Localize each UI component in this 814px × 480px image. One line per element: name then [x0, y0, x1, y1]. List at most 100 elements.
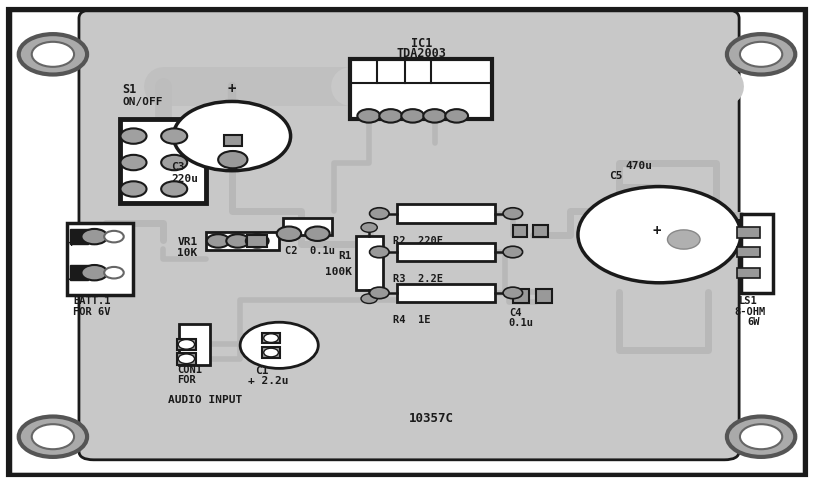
Text: 6W: 6W	[747, 317, 759, 326]
Circle shape	[161, 129, 187, 144]
Text: +: +	[653, 223, 661, 238]
Circle shape	[503, 288, 523, 299]
Bar	[262, 333, 280, 344]
Text: +: +	[228, 82, 236, 96]
Circle shape	[240, 323, 318, 369]
Circle shape	[178, 354, 195, 364]
Circle shape	[161, 156, 187, 171]
Bar	[262, 348, 280, 358]
Text: 10357C: 10357C	[409, 411, 454, 424]
Circle shape	[379, 110, 402, 123]
Circle shape	[226, 235, 249, 248]
Text: 100K: 100K	[325, 266, 352, 276]
Text: 8-OHM: 8-OHM	[734, 306, 765, 316]
Circle shape	[161, 182, 187, 197]
Bar	[737, 247, 760, 258]
Text: CON1: CON1	[177, 365, 203, 374]
Text: R2  220E: R2 220E	[393, 235, 443, 245]
Circle shape	[667, 230, 700, 250]
Text: R3  2.2E: R3 2.2E	[393, 274, 443, 284]
Bar	[70, 229, 88, 245]
Text: + 2.2u: + 2.2u	[248, 376, 289, 385]
Circle shape	[19, 417, 87, 457]
Bar	[397, 284, 495, 302]
Circle shape	[445, 110, 468, 123]
Text: BATT.1: BATT.1	[73, 295, 111, 305]
Text: 0.1u: 0.1u	[509, 318, 534, 327]
Text: +: +	[67, 238, 76, 248]
Circle shape	[104, 267, 124, 279]
Circle shape	[81, 229, 107, 245]
Bar	[397, 243, 495, 262]
Text: C3: C3	[171, 162, 185, 172]
Bar	[536, 289, 552, 303]
Circle shape	[740, 43, 782, 68]
Circle shape	[361, 294, 377, 304]
Text: FOR: FOR	[177, 374, 196, 384]
Text: C2  0.1u: C2 0.1u	[285, 246, 335, 256]
Bar	[513, 226, 527, 238]
Text: VR1: VR1	[177, 237, 198, 247]
Circle shape	[727, 35, 795, 75]
Circle shape	[370, 208, 389, 220]
Text: C1: C1	[255, 366, 269, 375]
Circle shape	[120, 182, 147, 197]
Circle shape	[727, 417, 795, 457]
Bar	[67, 223, 133, 295]
FancyBboxPatch shape	[79, 11, 739, 460]
Text: LS1: LS1	[739, 296, 758, 305]
Circle shape	[370, 288, 389, 299]
Circle shape	[218, 152, 247, 169]
Bar	[737, 228, 760, 238]
Bar	[177, 339, 196, 350]
Bar	[177, 353, 196, 365]
Circle shape	[357, 110, 380, 123]
Circle shape	[19, 35, 87, 75]
Text: IC1: IC1	[410, 36, 432, 50]
Text: AUDIO INPUT: AUDIO INPUT	[168, 395, 243, 404]
Bar	[283, 218, 332, 235]
Circle shape	[370, 247, 389, 258]
Text: C4: C4	[509, 307, 521, 317]
Circle shape	[104, 231, 124, 243]
Bar	[224, 136, 242, 146]
Circle shape	[277, 227, 301, 241]
Circle shape	[264, 334, 278, 343]
Bar	[70, 265, 88, 281]
Bar	[206, 232, 279, 251]
Bar	[356, 237, 383, 290]
Circle shape	[173, 102, 291, 171]
Text: TDA2003: TDA2003	[396, 47, 446, 60]
Circle shape	[32, 424, 74, 449]
Circle shape	[361, 223, 377, 233]
Circle shape	[264, 348, 278, 357]
Text: 10K: 10K	[177, 248, 198, 258]
Circle shape	[81, 265, 107, 281]
Circle shape	[32, 43, 74, 68]
Circle shape	[305, 227, 330, 241]
Circle shape	[503, 208, 523, 220]
Circle shape	[578, 187, 741, 283]
Bar	[533, 226, 548, 238]
Text: 220u: 220u	[171, 174, 198, 183]
Bar	[741, 215, 773, 294]
Text: FOR 6V: FOR 6V	[73, 306, 111, 316]
Text: R4  1E: R4 1E	[393, 314, 431, 324]
Circle shape	[178, 340, 195, 349]
Circle shape	[503, 247, 523, 258]
Text: 470u: 470u	[625, 161, 652, 170]
Bar	[737, 268, 760, 279]
Circle shape	[120, 156, 147, 171]
Circle shape	[423, 110, 446, 123]
Bar	[247, 236, 267, 247]
Circle shape	[401, 110, 424, 123]
Text: S1: S1	[122, 83, 137, 96]
Text: C5: C5	[609, 170, 623, 180]
Circle shape	[246, 235, 269, 248]
Bar	[120, 120, 206, 204]
Bar	[513, 289, 529, 303]
Text: ON/OFF: ON/OFF	[122, 96, 163, 107]
Circle shape	[120, 129, 147, 144]
Bar	[350, 60, 492, 120]
Circle shape	[207, 235, 230, 248]
